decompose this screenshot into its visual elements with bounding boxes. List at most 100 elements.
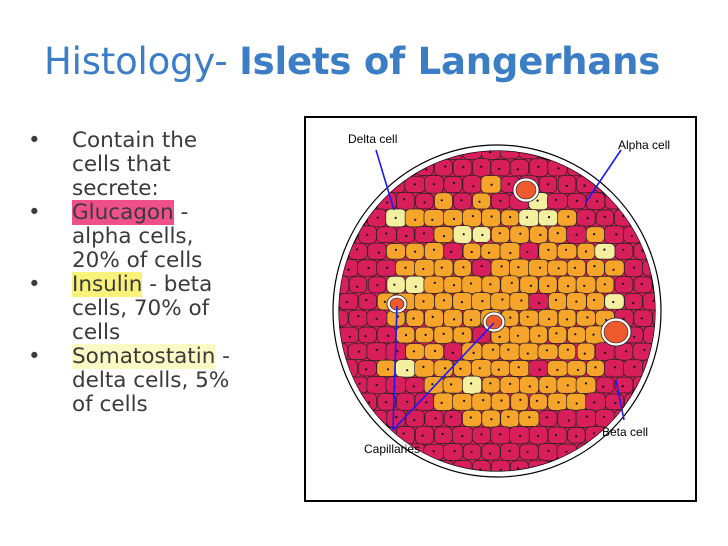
islet-cell [376, 226, 397, 243]
cell-nucleus [538, 368, 541, 371]
cell-nucleus [575, 300, 578, 303]
insulin-highlight: Insulin [72, 272, 143, 297]
islet-cell [566, 360, 587, 377]
islet-cell [509, 159, 530, 177]
cell-nucleus [510, 281, 513, 284]
islet-cell [499, 376, 521, 394]
bullet-line: secrete: [72, 176, 159, 201]
islet-cell [624, 293, 643, 310]
glucagon-highlight: Glucagon [72, 200, 174, 225]
islet-cell [490, 459, 511, 471]
cell-nucleus [663, 318, 665, 320]
cell-nucleus [586, 316, 589, 319]
cell-nucleus [538, 302, 541, 305]
islet-cell [500, 275, 520, 295]
cell-nucleus [384, 401, 388, 404]
cell-nucleus [529, 284, 532, 287]
cell-nucleus [478, 367, 481, 370]
cell-nucleus [516, 334, 520, 337]
cell-nucleus [462, 165, 465, 168]
cell-nucleus [421, 434, 424, 437]
cell-nucleus [519, 398, 522, 401]
cell-nucleus [491, 348, 495, 351]
islet-cell [633, 276, 653, 294]
cell-nucleus [386, 201, 389, 204]
cell-nucleus [365, 368, 368, 371]
cell-nucleus [583, 284, 586, 287]
cell-nucleus [592, 333, 595, 336]
islet-cell [434, 426, 453, 444]
cell-nucleus [422, 232, 425, 235]
islet-cell [414, 359, 435, 378]
islet-cell [548, 292, 567, 311]
cell-nucleus [413, 183, 416, 186]
cell-nucleus [376, 284, 379, 287]
islet-cell [405, 377, 425, 394]
cell-nucleus [405, 234, 408, 238]
cell-nucleus [472, 185, 475, 188]
cell-nucleus [424, 333, 427, 336]
cell-nucleus [593, 233, 596, 236]
islet-cells [339, 151, 665, 471]
cell-nucleus [612, 268, 615, 271]
capillary-group [386, 177, 632, 347]
cell-nucleus [414, 250, 417, 253]
cell-nucleus [573, 266, 576, 269]
islet-cell [538, 275, 558, 294]
islet-cell [461, 275, 483, 295]
cell-nucleus [556, 232, 559, 235]
cell-nucleus [566, 348, 569, 351]
cell-nucleus [383, 300, 386, 303]
islet-cell [518, 410, 540, 427]
islet-cell [567, 326, 586, 344]
islet-cell [490, 259, 511, 278]
bullet-line: 20% of cells [72, 248, 203, 273]
cell-nucleus [603, 283, 606, 286]
islet-cell [614, 243, 634, 260]
title-light: Histology- [44, 40, 240, 83]
islet-cell [386, 276, 406, 294]
islet-cell [462, 309, 482, 328]
islet-cell [424, 410, 444, 427]
cell-nucleus [357, 350, 360, 353]
cell-nucleus [585, 415, 588, 418]
islet-cell [423, 343, 444, 360]
islet-cell [414, 226, 435, 243]
islet-cell [633, 309, 653, 327]
cell-nucleus [490, 183, 493, 186]
cell-nucleus [480, 165, 483, 168]
cell-nucleus [603, 248, 606, 251]
islet-cell [585, 392, 606, 412]
cell-nucleus [490, 418, 493, 421]
cell-nucleus [375, 348, 378, 351]
cell-nucleus [393, 283, 396, 286]
islet-cell [528, 259, 549, 277]
islet-cell [481, 443, 501, 461]
cell-nucleus [478, 200, 481, 203]
cell-nucleus [518, 434, 522, 437]
islet-cell [480, 243, 502, 260]
islet-cell [452, 393, 473, 411]
islet-cell [443, 176, 463, 193]
cell-nucleus [509, 216, 512, 219]
cell-nucleus [480, 433, 483, 436]
cell-nucleus [395, 416, 398, 419]
beta-cell-label: Beta cell [602, 425, 649, 439]
cell-nucleus [433, 281, 436, 284]
islet-cell [462, 409, 482, 428]
islet-cell [358, 293, 377, 310]
cell-nucleus [548, 318, 551, 321]
cell-nucleus [539, 233, 542, 237]
bullet-line: - beta [142, 272, 213, 297]
cell-nucleus [538, 334, 541, 337]
cell-nucleus [376, 216, 379, 219]
cell-nucleus [449, 250, 453, 253]
cell-nucleus [614, 402, 617, 405]
islet-cell [547, 426, 568, 444]
cell-nucleus [632, 302, 635, 305]
cell-nucleus [470, 318, 473, 321]
slide-title: Histology- Islets of Langerhans [44, 40, 660, 83]
cell-nucleus [345, 301, 348, 304]
capillaries-label: Capillaries [364, 442, 421, 456]
cell-nucleus [567, 419, 570, 422]
